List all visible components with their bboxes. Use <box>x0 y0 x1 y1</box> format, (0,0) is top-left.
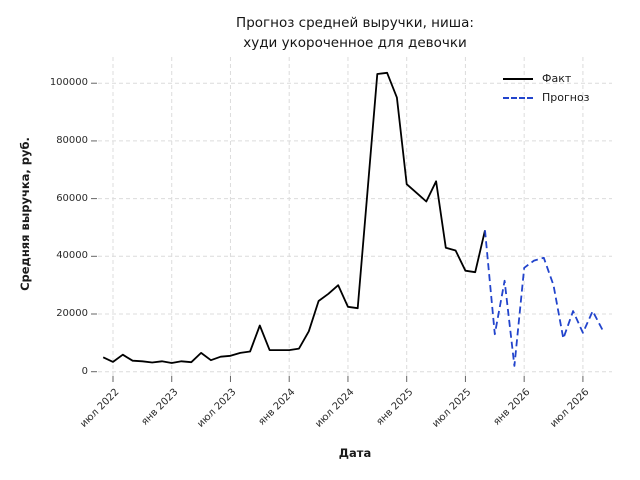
legend-label-forecast: Прогноз <box>542 91 590 104</box>
y-tick-label: 0 <box>81 365 88 377</box>
y-tick-label: 40000 <box>56 250 88 262</box>
y-axis-label: Средняя выручка, руб. <box>18 137 32 291</box>
legend-item-forecast: Прогноз <box>503 88 590 107</box>
chart-title-line-2: худи укороченное для девочки <box>243 35 467 51</box>
chart-title: Прогноз средней выручки, ниша: худи укор… <box>95 13 615 53</box>
legend-item-fact: Факт <box>503 69 590 88</box>
y-tick-label: 20000 <box>56 308 88 319</box>
chart-title-line-1: Прогноз средней выручки, ниша: <box>236 15 474 31</box>
legend: Факт Прогноз <box>503 69 590 107</box>
forecast-line <box>484 230 604 367</box>
forecast-line-swatch <box>503 96 533 99</box>
y-tick-label: 100000 <box>49 77 88 89</box>
fact-line-swatch <box>503 77 533 80</box>
fact-line <box>102 71 486 364</box>
y-tick-label: 80000 <box>56 134 88 146</box>
x-axis-label: Дата <box>338 446 372 460</box>
legend-label-fact: Факт <box>542 72 572 85</box>
y-tick-label: 60000 <box>56 192 88 204</box>
